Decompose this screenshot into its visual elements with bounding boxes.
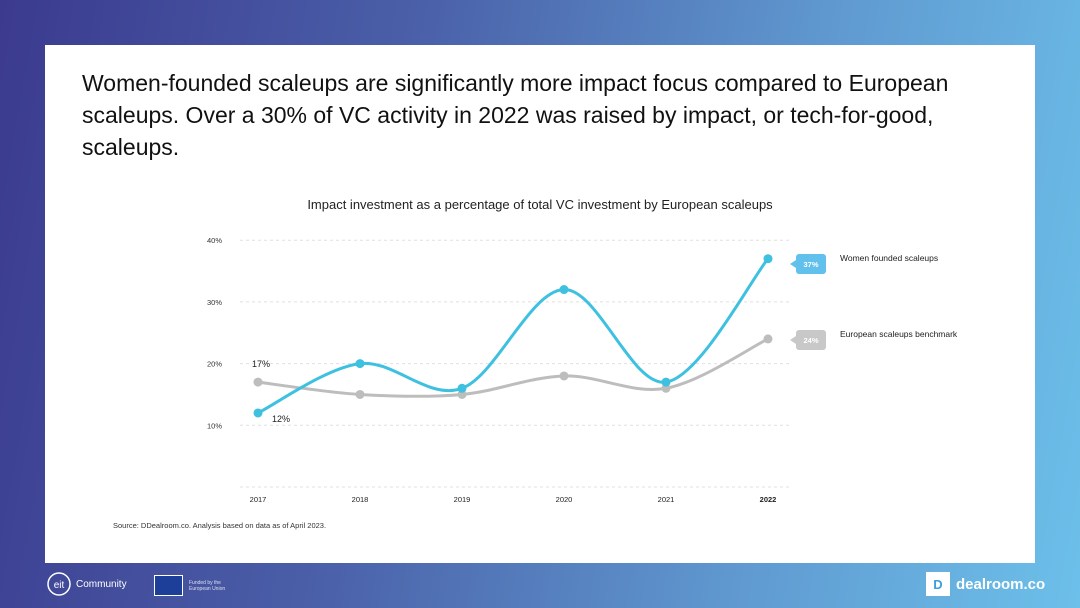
eu-flag-icon — [154, 575, 183, 596]
eit-community-logo: eit Community — [46, 571, 127, 597]
x-tick-label: 2019 — [454, 495, 471, 504]
source-note: Source: DDealroom.co. Analysis based on … — [113, 521, 327, 530]
community-label: Community — [76, 578, 127, 590]
y-tick-label: 20% — [207, 360, 222, 369]
data-point — [661, 377, 671, 387]
eit-icon: eit — [47, 572, 71, 596]
data-point — [457, 389, 467, 399]
women-start-label: 12% — [272, 414, 290, 424]
line-chart: 10% 20% 30% 40% 2017 2018 2019 2020 2021 2022 12% 1… — [207, 236, 790, 504]
eu-logo: Funded by the European Union — [154, 575, 229, 596]
data-point — [355, 359, 365, 369]
europe-end-badge: 24% — [790, 330, 826, 350]
headline: Women-founded scaleups are significantly… — [82, 70, 949, 160]
data-point — [763, 334, 773, 344]
y-tick-label: 10% — [207, 421, 222, 430]
x-tick-label: 2017 — [250, 495, 267, 504]
data-point — [253, 408, 263, 418]
dealroom-logo: D dealroom.co — [926, 572, 1045, 596]
data-point — [559, 371, 569, 381]
data-point — [355, 389, 365, 399]
y-tick-label: 30% — [207, 298, 222, 307]
series-line-women — [257, 257, 770, 415]
data-point — [559, 285, 569, 295]
series-line-europe — [257, 337, 769, 398]
data-point — [253, 377, 263, 387]
x-tick-label: 2020 — [556, 495, 573, 504]
dealroom-icon: D — [926, 572, 950, 596]
x-tick-label: 2022 — [760, 495, 777, 504]
x-tick-label: 2018 — [352, 495, 369, 504]
legend-women: Women founded scaleups — [840, 253, 939, 263]
dealroom-brand: dealroom.co — [956, 575, 1046, 593]
slide-card: Women-founded scaleups are significantly… — [45, 45, 1035, 563]
data-point — [763, 254, 773, 264]
legend-europe: European scaleups benchmark — [840, 329, 958, 339]
eu-text: Funded by the European Union — [189, 579, 226, 592]
x-tick-label: 2021 — [658, 495, 675, 504]
women-end-badge: 37% — [790, 254, 826, 274]
europe-start-label: 17% — [252, 359, 270, 369]
data-point — [457, 383, 467, 393]
svg-text:eit: eit — [54, 580, 65, 591]
chart-title: Impact investment as a percentage of tot… — [307, 197, 773, 212]
data-point — [661, 383, 671, 393]
y-tick-label: 40% — [207, 236, 222, 245]
